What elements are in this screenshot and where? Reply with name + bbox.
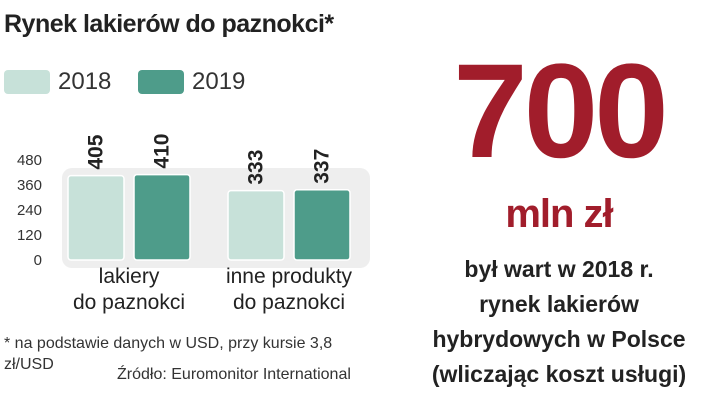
highlight-description: był wart w 2018 r. rynek lakierów hybryd… xyxy=(398,252,720,392)
bar xyxy=(133,173,191,261)
bar-value-label: 410 xyxy=(151,134,174,169)
category-label: lakiery xyxy=(99,265,160,288)
y-tick-label: 120 xyxy=(17,227,42,244)
bar xyxy=(227,189,285,261)
bar-value-label: 337 xyxy=(311,149,334,184)
y-tick-label: 360 xyxy=(17,177,42,194)
highlight-unit: mln zł xyxy=(505,192,613,236)
legend-swatch-2019 xyxy=(138,70,184,94)
legend-swatch-2018 xyxy=(4,70,50,94)
bar xyxy=(293,189,351,261)
bar-value-label: 405 xyxy=(85,134,108,169)
category-label: inne produkty xyxy=(226,265,353,288)
legend-label-2019: 2019 xyxy=(192,68,246,95)
y-tick-label: 480 xyxy=(17,152,42,169)
bar xyxy=(67,174,125,261)
highlight-number: 700 xyxy=(453,37,669,186)
legend-label-2018: 2018 xyxy=(58,68,112,95)
highlight-line: był wart w 2018 r. xyxy=(464,256,654,282)
category-label: do paznokci xyxy=(73,291,185,314)
category-label: do paznokci xyxy=(233,291,345,314)
highlight-line: (wliczając koszt usługi) xyxy=(431,361,687,387)
bar-chart: 0 120 240 360 480 405 410 lakiery do paznokci 333… xyxy=(17,134,370,314)
chart-title: Rynek lakierów do paznokci* xyxy=(4,10,334,38)
highlight-line: hybrydowych w Polsce xyxy=(432,326,686,352)
highlight-line: rynek lakierów xyxy=(479,291,639,317)
bar-value-label: 333 xyxy=(245,150,268,185)
source-note: Źródło: Euromonitor International xyxy=(117,366,351,383)
footnote: * na podstawie danych w USD, przy kursie… xyxy=(4,335,333,373)
y-tick-label: 240 xyxy=(17,202,42,219)
y-tick-label: 0 xyxy=(34,252,42,269)
